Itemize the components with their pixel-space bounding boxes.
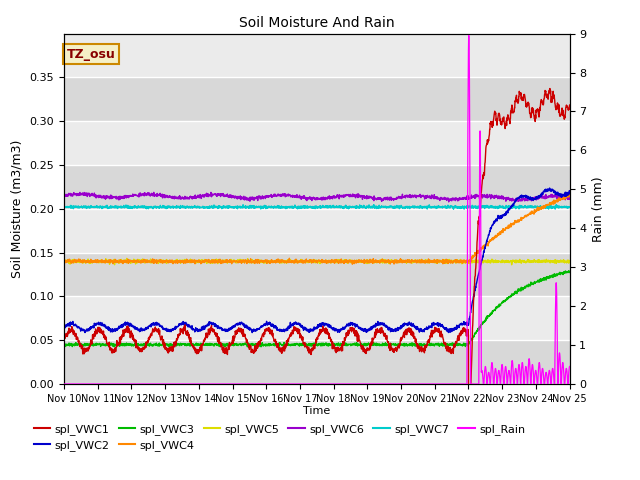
Bar — [64, 252, 570, 296]
Text: TZ_osu: TZ_osu — [67, 48, 115, 60]
Y-axis label: Soil Moisture (m3/m3): Soil Moisture (m3/m3) — [11, 140, 24, 278]
Bar — [64, 77, 570, 121]
Bar — [64, 121, 570, 165]
X-axis label: Time: Time — [303, 407, 330, 417]
Bar — [64, 296, 570, 340]
Bar — [64, 165, 570, 209]
Legend: spl_VWC1, spl_VWC2, spl_VWC3, spl_VWC4, spl_VWC5, spl_VWC6, spl_VWC7, spl_Rain: spl_VWC1, spl_VWC2, spl_VWC3, spl_VWC4, … — [29, 419, 530, 456]
Y-axis label: Rain (mm): Rain (mm) — [592, 176, 605, 241]
Title: Soil Moisture And Rain: Soil Moisture And Rain — [239, 16, 395, 30]
Bar — [64, 340, 570, 384]
Bar — [64, 209, 570, 252]
